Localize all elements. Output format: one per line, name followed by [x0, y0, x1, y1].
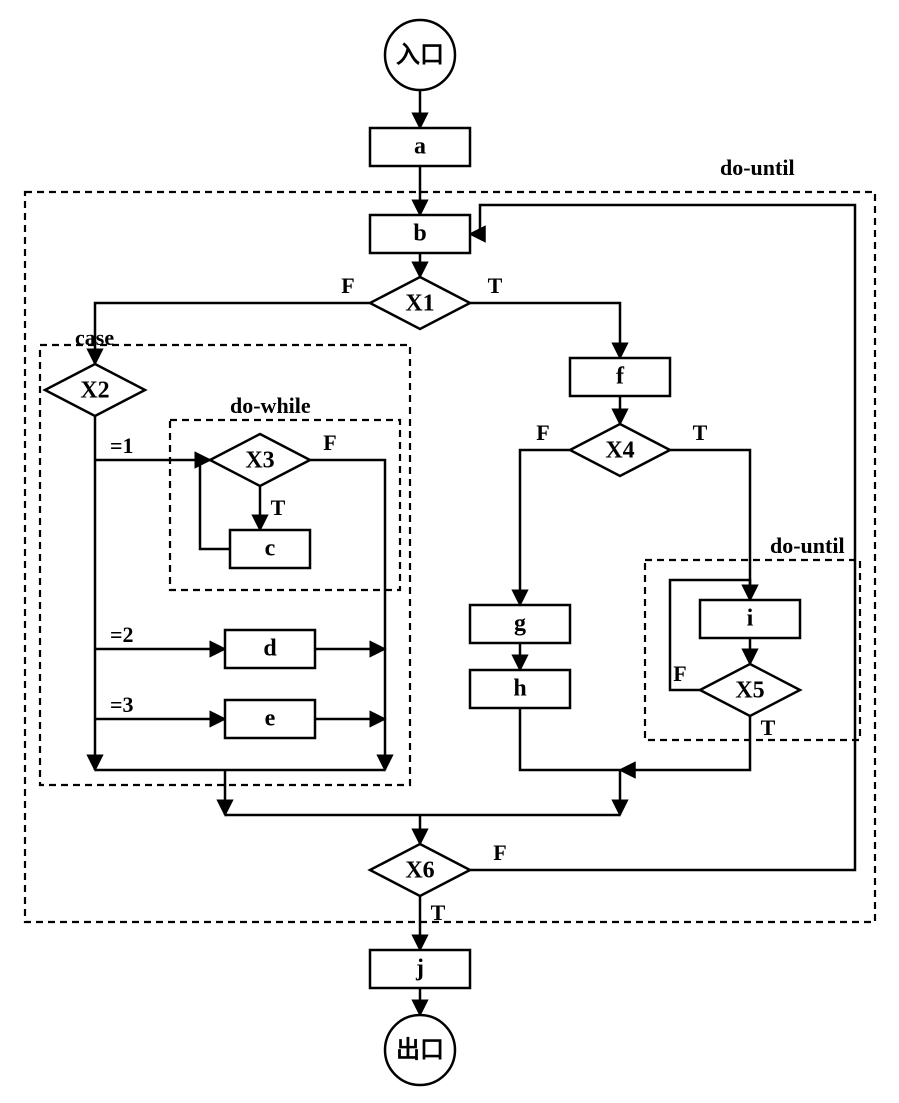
node-x2-label: X2	[80, 378, 109, 404]
edge-x5-t-label: T	[761, 715, 776, 740]
node-x4-label: X4	[605, 438, 634, 464]
node-h-label: h	[513, 676, 526, 702]
edge-case2-label: =2	[110, 622, 134, 647]
edge-h-join	[520, 708, 620, 770]
node-entry-label: 入口	[396, 42, 444, 69]
edge-x3-f-label: F	[323, 430, 336, 455]
node-g-label: g	[514, 611, 526, 637]
edge-c-x3-loop	[200, 460, 230, 549]
node-exit-label: 出口	[396, 1037, 444, 1064]
region-do-while-label: do-while	[230, 393, 311, 418]
node-x1-label: X1	[405, 291, 434, 317]
node-x3-label: X3	[245, 448, 274, 474]
node-b-label: b	[413, 221, 426, 247]
node-i-label: i	[747, 606, 754, 632]
edge-case3-label: =3	[110, 692, 134, 717]
edge-x6-t-label: T	[431, 900, 446, 925]
node-d-label: d	[263, 636, 277, 662]
node-f-label: f	[616, 364, 625, 390]
node-j-label: j	[415, 956, 424, 982]
edge-x6-f-label: F	[493, 840, 506, 865]
edge-case1-label: =1	[110, 433, 134, 458]
edge-x1-t-label: T	[488, 273, 503, 298]
region-outer-do-until-label: do-until	[720, 155, 795, 180]
flowchart-diagram: do-until case do-while do-until F T F T …	[0, 0, 899, 1103]
edge-x1-x2	[95, 303, 370, 364]
node-a-label: a	[414, 134, 426, 160]
edge-x3-t-label: T	[271, 495, 286, 520]
node-x6-label: X6	[405, 858, 434, 884]
edge-x4-g	[520, 450, 570, 605]
node-e-label: e	[265, 706, 276, 732]
node-c-label: c	[265, 536, 276, 562]
edge-x3-f	[310, 460, 385, 770]
edge-x1-f-label: F	[341, 273, 354, 298]
edge-x4-i	[670, 450, 750, 600]
edge-x4-t-label: T	[693, 420, 708, 445]
region-inner-do-until-label: do-until	[770, 533, 845, 558]
node-x5-label: X5	[735, 678, 764, 704]
edge-x1-f	[470, 303, 620, 358]
edge-x4-f-label: F	[536, 420, 549, 445]
edge-x5-f-label: F	[673, 661, 686, 686]
edge-x5-down	[620, 716, 750, 770]
